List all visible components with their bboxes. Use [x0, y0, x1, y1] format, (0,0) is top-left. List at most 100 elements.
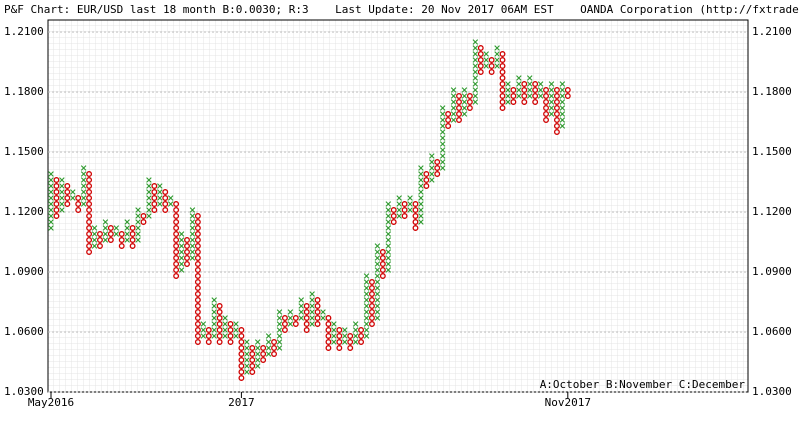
x-box [48, 189, 54, 195]
o-box [194, 339, 201, 345]
x-box [178, 231, 185, 237]
o-box [129, 243, 136, 249]
x-box [124, 225, 130, 231]
o-box [379, 273, 386, 279]
o-box [314, 315, 321, 321]
x-box [461, 111, 468, 117]
y-tick-label: 1.1200 [4, 205, 44, 218]
o-box [238, 339, 245, 345]
x-box [374, 267, 381, 273]
x-box [418, 207, 424, 213]
o-box [553, 99, 560, 105]
x-box [439, 147, 446, 153]
o-column [227, 321, 234, 345]
o-box [488, 69, 495, 75]
o-box [173, 213, 180, 219]
o-box [151, 207, 158, 213]
o-box [499, 63, 506, 69]
x-box [135, 225, 141, 231]
o-box [423, 171, 430, 177]
o-box [325, 321, 332, 327]
x-box [461, 99, 468, 105]
x-box [363, 273, 370, 279]
o-box [434, 159, 441, 165]
x-box [548, 81, 555, 87]
x-box [418, 213, 424, 219]
x-tick-label: 2017 [228, 396, 255, 409]
x-column [48, 171, 54, 231]
o-box [216, 339, 223, 345]
x-box [200, 333, 207, 339]
x-box [374, 279, 381, 285]
x-box [559, 81, 566, 87]
o-box [336, 333, 343, 339]
x-column [363, 273, 370, 339]
x-box [146, 207, 152, 213]
o-column [249, 345, 256, 375]
x-box [211, 309, 217, 315]
x-box [559, 105, 566, 111]
o-box [347, 333, 354, 339]
x-box [254, 363, 261, 369]
x-box [69, 189, 76, 195]
o-box [194, 255, 201, 261]
x-column [80, 165, 87, 207]
x-box [48, 219, 54, 225]
o-box [412, 207, 419, 213]
x-box [331, 339, 337, 345]
x-box [548, 87, 555, 93]
o-box [64, 201, 71, 207]
x-box [276, 327, 283, 333]
o-column [358, 327, 365, 345]
o-box [456, 117, 462, 123]
x-box [363, 309, 370, 315]
o-box [499, 69, 506, 75]
o-box [358, 339, 365, 345]
o-box [488, 57, 495, 63]
x-box [233, 327, 239, 333]
x-box [418, 171, 424, 177]
x-box [59, 201, 65, 207]
o-column [281, 315, 288, 333]
x-box [331, 321, 337, 327]
x-box [429, 165, 435, 171]
y-tick-label-right: 1.1500 [752, 145, 792, 158]
o-column [412, 201, 419, 231]
x-box [483, 51, 489, 57]
y-tick-label: 1.0900 [4, 265, 44, 278]
o-box [97, 231, 103, 237]
x-box [363, 315, 370, 321]
o-box [216, 315, 223, 321]
o-box [477, 69, 484, 75]
x-box [178, 237, 185, 243]
x-column [287, 309, 294, 327]
x-box [276, 309, 283, 315]
o-box [194, 291, 201, 297]
x-box [265, 345, 272, 351]
x-box [80, 165, 87, 171]
x-box [146, 189, 152, 195]
x-box [200, 321, 207, 327]
o-box [369, 315, 375, 321]
o-box [379, 249, 386, 255]
x-column [211, 297, 217, 339]
x-box [91, 237, 98, 243]
o-box [173, 273, 180, 279]
o-box [194, 327, 201, 333]
x-column [276, 309, 283, 351]
x-box [494, 51, 500, 57]
x-box [146, 195, 152, 201]
o-box [53, 189, 60, 195]
x-box [254, 357, 261, 363]
o-box [401, 213, 408, 219]
o-box [271, 345, 277, 351]
o-box [499, 93, 506, 99]
x-box [244, 351, 250, 357]
x-box [418, 189, 424, 195]
x-box [276, 339, 283, 345]
o-box [510, 87, 517, 93]
y-tick-label: 1.0300 [4, 385, 44, 398]
o-box [184, 237, 190, 243]
o-box [184, 255, 190, 261]
x-box [211, 333, 217, 339]
